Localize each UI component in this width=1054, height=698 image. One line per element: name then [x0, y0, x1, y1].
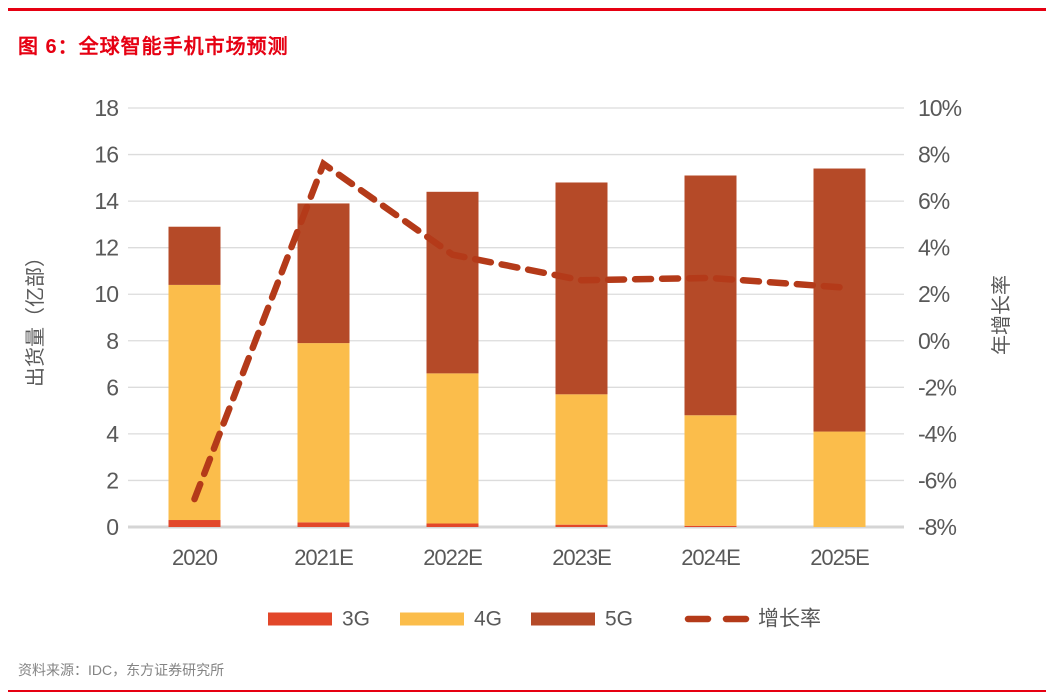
- x-axis-tick-label: 2025E: [810, 545, 869, 570]
- bar-segment-5g: [555, 182, 608, 395]
- y-left-tick-label: 8: [106, 328, 118, 354]
- bar-segment-5g: [426, 191, 479, 374]
- y-left-tick-label: 16: [94, 142, 118, 168]
- y-left-tick-label: 18: [94, 95, 118, 121]
- legend-label: 3G: [342, 608, 370, 631]
- bar-segment-5g: [297, 203, 350, 344]
- legend-swatch-5g: [531, 612, 595, 626]
- y-left-tick-label: 6: [106, 374, 118, 400]
- y-right-tick-label: 2%: [918, 281, 950, 307]
- y-left-tick-label: 10: [94, 281, 118, 307]
- bar-segment-5g: [684, 175, 737, 416]
- y-left-tick-label: 4: [106, 421, 119, 447]
- bar-segment-5g: [813, 168, 866, 432]
- y-left-tick-label: 2: [106, 467, 118, 493]
- x-axis-tick-label: 2021E: [294, 545, 353, 570]
- x-axis-tick-label: 2024E: [681, 545, 740, 570]
- y-right-tick-label: -8%: [918, 514, 956, 540]
- y-right-tick-label: 10%: [918, 95, 962, 121]
- legend-label: 增长率: [758, 608, 821, 631]
- bar-segment-3g: [684, 525, 737, 527]
- top-red-rule: [8, 8, 1046, 11]
- y-left-tick-label: 0: [106, 514, 118, 540]
- bar-segment-3g: [555, 524, 608, 527]
- bar-segment-4g: [168, 284, 221, 521]
- y-right-tick-label: -4%: [918, 421, 956, 447]
- chart-canvas: 18 16 14 12 10 8 6 4 2 0 10% 8% 6% 4% 2% 0% -2% -4% -6% -8%…: [24, 95, 1013, 631]
- legend-label: 5G: [605, 608, 633, 631]
- y-right-tick-label: -2%: [918, 374, 956, 400]
- y-left-axis-title: 出货量（亿部）: [24, 247, 47, 387]
- x-axis-tick-label: 2020: [172, 545, 218, 570]
- bar-segment-5g: [168, 226, 221, 285]
- bar-segment-4g: [813, 431, 866, 527]
- bar-segment-4g: [684, 415, 737, 526]
- bar-segment-3g: [297, 522, 350, 527]
- x-axis-tick-label: 2022E: [423, 545, 482, 570]
- y-right-axis-title: 年增长率: [990, 275, 1013, 355]
- bottom-red-rule: [8, 690, 1046, 692]
- legend-label: 4G: [474, 608, 502, 631]
- y-right-tick-label: -6%: [918, 467, 956, 493]
- y-right-tick-label: 4%: [918, 235, 950, 261]
- growth-rate-line: [191, 158, 843, 503]
- legend-swatch-4g: [400, 612, 464, 626]
- bar-segment-3g: [168, 520, 221, 527]
- y-right-tick-label: 8%: [918, 142, 950, 168]
- bar-segment-4g: [426, 373, 479, 524]
- bar-segment-3g: [426, 523, 479, 527]
- y-right-tick-label: 6%: [918, 188, 950, 214]
- y-left-tick-label: 12: [94, 235, 118, 261]
- bar-segment-4g: [555, 394, 608, 525]
- source-note: 资料来源：IDC，东方证券研究所: [18, 662, 225, 678]
- y-left-tick-label: 14: [94, 188, 119, 214]
- y-right-tick-label: 0%: [918, 328, 950, 354]
- legend-swatch-3g: [268, 612, 332, 626]
- x-axis-tick-label: 2023E: [552, 545, 611, 570]
- bar-segment-4g: [297, 343, 350, 523]
- figure-title: 图 6：全球智能手机市场预测: [18, 36, 289, 59]
